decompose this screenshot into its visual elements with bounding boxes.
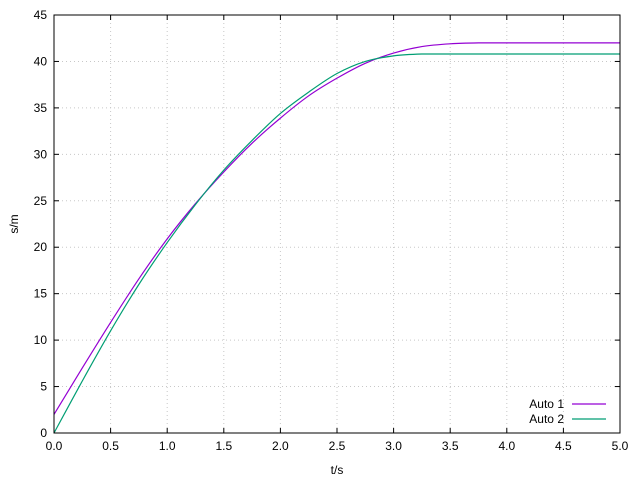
grid	[54, 15, 620, 433]
series-line-1	[53, 42, 621, 415]
x-tick-label: 0.5	[102, 439, 119, 453]
legend-label: Auto 2	[529, 412, 564, 426]
x-tick-label: 2.0	[272, 439, 289, 453]
x-tick-label: 0.0	[46, 439, 63, 453]
y-tick-label: 45	[34, 8, 48, 22]
y-tick-label: 25	[34, 194, 48, 208]
y-tick-label: 15	[34, 287, 48, 301]
x-tick-label: 3.0	[385, 439, 402, 453]
x-tick-label: 2.5	[329, 439, 346, 453]
y-tick-label: 10	[34, 333, 48, 347]
y-tick-label: 20	[34, 240, 48, 254]
legend-label: Auto 1	[529, 397, 564, 411]
tick-labels: 0.0 0.5 1.0 1.5 2.0 2.5 3.0 3.5 4.0 4.5 5.0 0 5 10 15 2…	[34, 8, 629, 453]
axis-ticks	[53, 14, 621, 434]
x-axis-label: t/s	[331, 463, 344, 477]
x-tick-label: 1.0	[159, 439, 176, 453]
x-tick-label: 1.5	[215, 439, 232, 453]
x-tick-label: 4.5	[555, 439, 572, 453]
y-tick-label: 5	[40, 380, 47, 394]
y-tick-label: 35	[34, 101, 48, 115]
y-tick-label: 0	[40, 426, 47, 440]
series-line-2	[53, 53, 620, 434]
y-tick-label: 30	[34, 147, 48, 161]
series-layer	[53, 42, 621, 434]
y-tick-label: 40	[34, 54, 48, 68]
x-tick-label: 4.0	[498, 439, 515, 453]
x-tick-label: 3.5	[442, 439, 459, 453]
y-axis-label: s/m	[7, 214, 21, 233]
x-tick-label: 5.0	[612, 439, 629, 453]
